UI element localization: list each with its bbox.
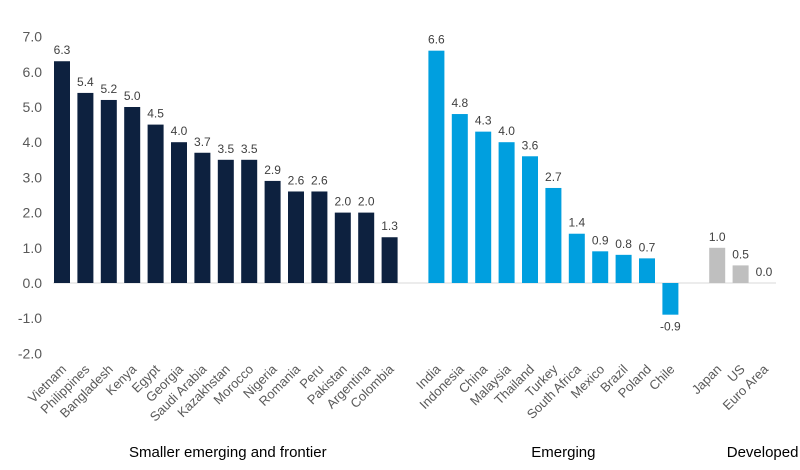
y-tick-label: 5.0	[23, 99, 43, 115]
data-label: 5.4	[77, 75, 94, 89]
y-tick-label: 0.0	[23, 275, 43, 291]
y-tick-label: -1.0	[18, 310, 42, 326]
y-axis: 7.0 6.0 5.0 4.0 3.0 2.0 1.0 0.0 -1.0 -2.0	[18, 29, 42, 362]
data-label: 3.6	[522, 138, 539, 152]
bar	[217, 159, 234, 283]
bar	[358, 212, 375, 283]
data-label: 0.8	[615, 237, 632, 251]
data-label: 0.0	[756, 265, 773, 279]
data-label: 0.9	[592, 233, 609, 247]
bar	[639, 258, 655, 283]
data-label: 5.0	[124, 89, 141, 103]
bar	[264, 180, 281, 283]
data-label: 4.5	[147, 107, 164, 121]
value-labels: 6.3 5.4 5.2 5.0 4.5 4.0 3.7 3.5 3.5 2.9 2.6 2.6 2.0 2…	[54, 33, 773, 334]
data-label: 5.2	[100, 82, 117, 96]
bar	[615, 254, 632, 283]
bar	[709, 247, 726, 283]
data-label: 3.5	[241, 142, 258, 156]
y-tick-label: 4.0	[23, 134, 43, 150]
data-label: 4.3	[475, 114, 492, 128]
bar	[592, 251, 609, 283]
bar	[522, 156, 538, 283]
data-label: 2.7	[545, 170, 562, 184]
category-labels: VietnamPhilippinesBangladeshKenyaEgyptGe…	[25, 361, 772, 424]
bar	[451, 114, 468, 283]
data-label: 4.8	[451, 96, 468, 110]
bar	[100, 99, 117, 284]
x-tick-label: Euro Area	[720, 361, 772, 413]
data-label: 4.0	[171, 124, 188, 138]
bar	[171, 142, 187, 283]
y-tick-label: 7.0	[23, 29, 43, 45]
data-label: 3.5	[217, 142, 234, 156]
data-label: -0.9	[660, 320, 681, 334]
y-tick-label: 1.0	[23, 240, 43, 256]
bar	[194, 152, 211, 283]
bar	[475, 131, 492, 283]
y-tick-label: -2.0	[18, 345, 42, 361]
bar	[288, 191, 304, 283]
x-tick-label: Chile	[646, 362, 678, 394]
data-label: 2.6	[288, 173, 305, 187]
data-label: 2.0	[334, 195, 351, 209]
bar	[334, 212, 351, 283]
bars	[54, 50, 749, 315]
bar	[732, 265, 749, 283]
y-tick-label: 6.0	[23, 64, 43, 80]
group-label: Developed	[727, 444, 799, 461]
data-label: 2.0	[358, 195, 375, 209]
bar	[545, 187, 562, 283]
bar	[54, 61, 70, 283]
data-label: 4.0	[498, 124, 515, 138]
group-label: Emerging	[531, 444, 595, 461]
group-labels: Smaller emerging and frontier Emerging Dev…	[129, 444, 798, 461]
data-label: 1.3	[381, 219, 398, 233]
x-tick-label: Japan	[689, 362, 725, 398]
data-label: 0.7	[639, 240, 656, 254]
bar	[428, 50, 445, 284]
data-label: 2.9	[264, 163, 281, 177]
bar	[241, 159, 258, 283]
data-label: 6.3	[54, 43, 71, 57]
bar	[147, 124, 164, 283]
bar	[498, 142, 515, 283]
data-label: 6.6	[428, 33, 445, 47]
bar	[311, 191, 328, 283]
data-label: 1.4	[568, 216, 585, 230]
bar	[124, 107, 141, 283]
y-tick-label: 3.0	[23, 169, 43, 185]
group-label: Smaller emerging and frontier	[129, 444, 327, 461]
bar	[381, 237, 398, 283]
bar	[77, 92, 94, 283]
bar	[662, 283, 679, 315]
data-label: 0.5	[732, 247, 749, 261]
data-label: 1.0	[709, 230, 726, 244]
y-tick-label: 2.0	[23, 205, 43, 221]
bar	[568, 233, 585, 283]
data-label: 3.7	[194, 135, 211, 149]
data-label: 2.6	[311, 173, 328, 187]
